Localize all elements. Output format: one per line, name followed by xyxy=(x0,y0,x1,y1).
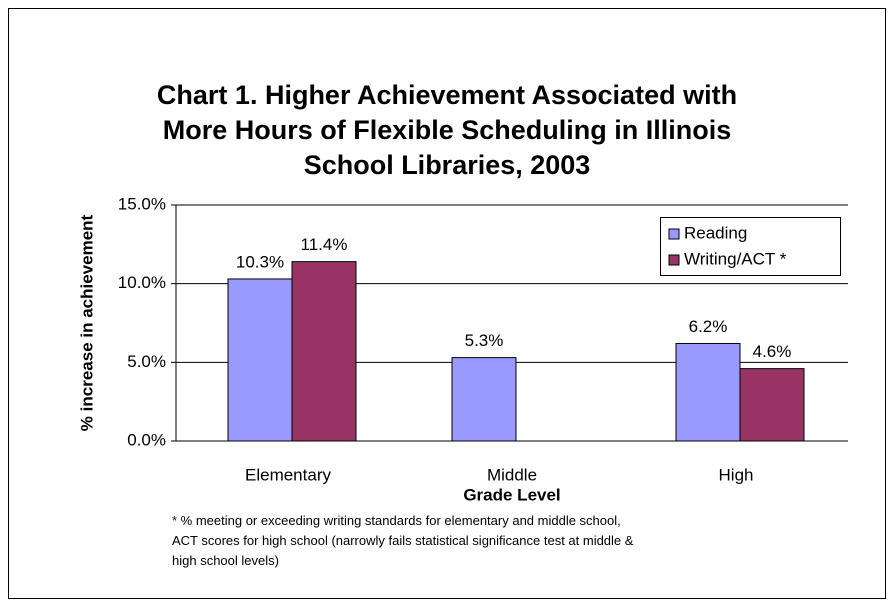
bar xyxy=(675,342,741,442)
y-tick-label: 5.0% xyxy=(127,352,166,371)
y-tick-label: 10.0% xyxy=(118,273,166,292)
x-tick-label: Elementary xyxy=(245,465,331,484)
legend-swatch xyxy=(668,254,680,266)
legend-label: Reading xyxy=(684,223,747,242)
bar xyxy=(291,261,357,442)
chart-title: More Hours of Flexible Scheduling in Ill… xyxy=(163,115,732,145)
y-tick-label: 15.0% xyxy=(118,194,166,213)
legend-label: Writing/ACT * xyxy=(684,249,787,268)
value-label: 6.2% xyxy=(689,317,728,336)
footnote: * % meeting or exceeding writing standar… xyxy=(172,513,621,528)
value-label: 4.6% xyxy=(753,342,792,361)
x-tick-label: High xyxy=(719,465,754,484)
chart-frame xyxy=(8,8,886,599)
x-axis-label: Grade Level xyxy=(463,485,560,504)
legend-swatch xyxy=(668,228,680,240)
chart-title: Chart 1. Higher Achievement Associated w… xyxy=(157,80,737,110)
value-label: 5.3% xyxy=(465,331,504,350)
legend-box xyxy=(660,217,841,276)
value-label: 11.4% xyxy=(301,235,348,254)
bar xyxy=(739,368,805,442)
x-tick-label: Middle xyxy=(487,465,537,484)
chart-title: School Libraries, 2003 xyxy=(304,150,591,180)
footnote: high school levels) xyxy=(172,553,279,568)
bar xyxy=(451,357,517,442)
y-tick-label: 0.0% xyxy=(127,430,166,449)
value-label: 10.3% xyxy=(236,252,284,271)
bar xyxy=(227,278,293,442)
y-axis-label: % increase in achievement xyxy=(77,214,96,431)
footnote: ACT scores for high school (narrowly fai… xyxy=(172,533,634,548)
